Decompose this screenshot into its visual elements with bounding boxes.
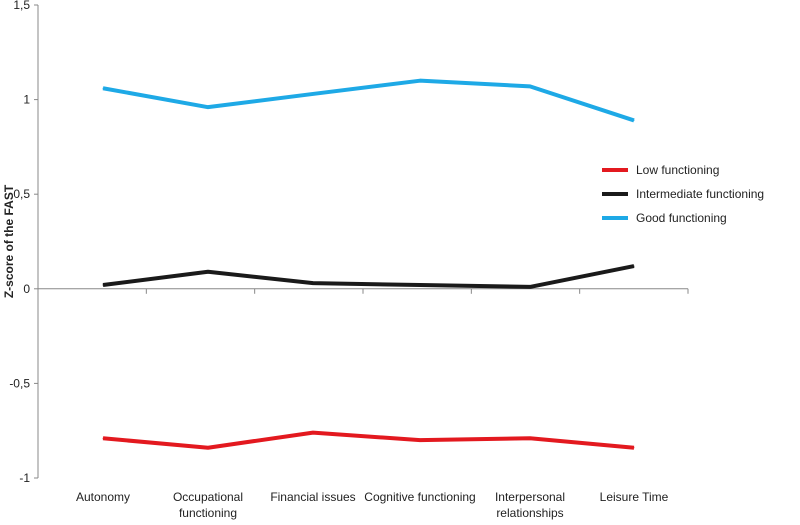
data-point bbox=[312, 282, 314, 284]
data-point bbox=[633, 265, 635, 267]
x-category-label: functioning bbox=[179, 506, 237, 520]
x-category-label: Interpersonal bbox=[495, 490, 565, 504]
x-category-label: Occupational bbox=[173, 490, 243, 504]
data-point bbox=[207, 106, 209, 108]
x-category-label: Cognitive functioning bbox=[364, 490, 475, 504]
data-point bbox=[207, 447, 209, 449]
series-line-intermediate-functioning bbox=[102, 264, 635, 289]
data-point bbox=[633, 447, 635, 449]
data-point bbox=[529, 437, 531, 439]
series-line-good-functioning bbox=[102, 78, 635, 123]
data-point bbox=[529, 286, 531, 288]
data-point bbox=[102, 284, 104, 286]
y-tick-label: -1 bbox=[19, 471, 30, 485]
data-point bbox=[102, 437, 104, 439]
series-line-low-functioning bbox=[102, 430, 635, 450]
x-category-label: Autonomy bbox=[76, 490, 130, 504]
y-tick-label: 1,5 bbox=[13, 0, 30, 12]
x-category-label: Financial issues bbox=[270, 490, 355, 504]
y-tick-label: -0,5 bbox=[9, 376, 30, 390]
y-tick-label: 0,5 bbox=[13, 187, 30, 201]
x-category-label: Leisure Time bbox=[600, 490, 669, 504]
data-point bbox=[419, 439, 421, 441]
data-point bbox=[207, 271, 209, 273]
x-category-label: relationships bbox=[496, 506, 563, 520]
data-point bbox=[633, 119, 635, 121]
legend-label: Intermediate functioning bbox=[636, 187, 764, 201]
data-point bbox=[419, 80, 421, 82]
y-tick-label: 1 bbox=[23, 93, 30, 107]
data-point bbox=[529, 85, 531, 87]
data-point bbox=[312, 432, 314, 434]
y-tick-label: 0 bbox=[23, 282, 30, 296]
data-point bbox=[312, 93, 314, 95]
legend-label: Low functioning bbox=[636, 163, 719, 177]
y-axis-label: Z-score of the FAST bbox=[2, 184, 16, 298]
data-point bbox=[102, 87, 104, 89]
legend-label: Good functioning bbox=[636, 211, 727, 225]
data-point bbox=[419, 284, 421, 286]
